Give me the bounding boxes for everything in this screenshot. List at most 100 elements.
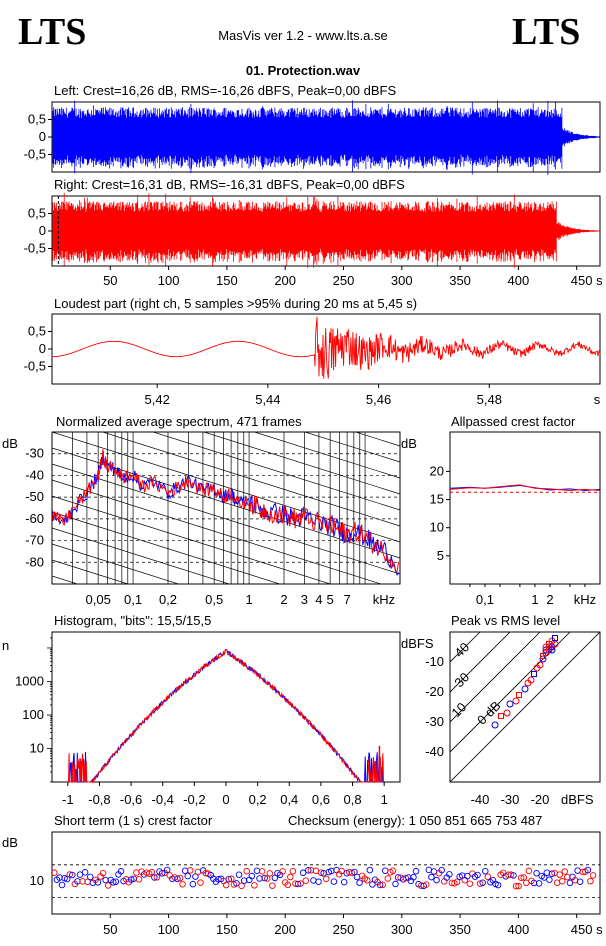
short-term-xtick-label: 300 xyxy=(391,922,413,937)
spectrum-xunit-label: kHz xyxy=(373,592,395,607)
short-term-point xyxy=(517,874,525,882)
spectrum-xtick-label: 0,05 xyxy=(86,592,111,607)
short-term-frame xyxy=(51,831,601,915)
short-term-point xyxy=(243,867,250,875)
short-term-point xyxy=(158,870,166,877)
short-term-point xyxy=(238,882,245,890)
short-term-point xyxy=(535,880,543,887)
short-term-point xyxy=(474,871,481,879)
short-term-point xyxy=(379,881,386,889)
short-term-title: Short term (1 s) crest factor xyxy=(54,813,213,828)
short-term-point xyxy=(189,880,197,888)
peak-rms-point xyxy=(536,661,544,669)
histogram-xtick-label: 0,4 xyxy=(280,792,298,807)
histogram-title: Histogram, "bits": 15,5/15,5 xyxy=(54,613,211,628)
short-term-point xyxy=(148,868,156,876)
peak-rms-point xyxy=(491,721,499,729)
allpassed-ytick-label: 20 xyxy=(430,463,444,478)
spectrum-ytick-label: -80 xyxy=(25,554,44,569)
peak-rms-title: Peak vs RMS level xyxy=(451,613,560,628)
short-term-xtick-label: 450 s xyxy=(571,922,603,937)
short-term-point xyxy=(461,876,468,884)
short-term-point xyxy=(110,879,117,886)
short-term-point xyxy=(322,875,330,883)
histogram-xtick-label: -0,2 xyxy=(183,792,205,807)
short-term-xtick-label: 100 xyxy=(158,922,180,937)
short-term-point xyxy=(266,870,274,877)
spectrum-xtick-label: 3 xyxy=(301,592,308,607)
short-term-point xyxy=(225,875,233,883)
histogram-ytick-label: 10 xyxy=(30,740,44,755)
short-term-point xyxy=(366,866,374,874)
short-term-point xyxy=(302,877,309,884)
histogram-ytick-label: 1000 xyxy=(15,673,44,688)
spectrum-ytick-label: -40 xyxy=(25,467,44,482)
spectrum-xtick-label: 5 xyxy=(327,592,334,607)
histogram-xtick-label: -0,8 xyxy=(88,792,110,807)
right-ytick-label: -0,5 xyxy=(24,241,46,256)
allpassed-ytick-label: 15 xyxy=(430,492,444,507)
short-term-point xyxy=(510,872,517,879)
peak-rms-point xyxy=(552,635,558,641)
left-ytick-label: 0,5 xyxy=(28,112,46,127)
allpassed-xunit-label: kHz xyxy=(574,592,596,607)
short-term-point xyxy=(179,880,186,888)
spectrum-ytick-label: -70 xyxy=(25,533,44,548)
spectrum-slope-line xyxy=(303,432,400,463)
short-term-point xyxy=(76,871,84,878)
allpassed-right-line xyxy=(449,484,601,492)
short-term-point xyxy=(548,870,556,877)
spectrum-frame xyxy=(51,431,401,585)
short-term-point xyxy=(351,868,358,876)
spectrum-panel: -30 -40 -50 -60 -70 -80 0,05 0,1 0,2 0,5 1 2 3 4 5 7 kHz xyxy=(25,272,401,607)
peak-rms-ylabel: dBFS xyxy=(401,636,434,651)
spectrum-xtick-label: 0,5 xyxy=(205,592,223,607)
loudest-waveform-line xyxy=(52,316,601,379)
short-term-point xyxy=(317,869,325,876)
peak-rms-ytick-label: -20 xyxy=(425,684,444,699)
short-term-point xyxy=(520,874,527,881)
short-term-point xyxy=(287,873,294,881)
spectrum-left-line xyxy=(52,450,400,576)
left-title: Left: Crest=16,26 dB, RMS=-16,26 dBFS, P… xyxy=(54,83,396,98)
loudest-ytick-label: 0 xyxy=(39,341,46,356)
peak-rms-point xyxy=(503,709,511,717)
histogram-xtick-label: 0,8 xyxy=(344,792,362,807)
right-title: Right: Crest=16,31 dB, RMS=-16,31 dBFS, … xyxy=(54,177,405,192)
peak-rms-point xyxy=(516,692,522,698)
spectrum-ytick-label: -30 xyxy=(25,446,44,461)
short-term-point xyxy=(112,878,120,885)
short-term-point xyxy=(556,871,563,878)
loudest-xunit-label: s xyxy=(594,392,601,407)
short-term-xtick-label: 400 xyxy=(508,922,530,937)
short-term-point xyxy=(135,876,143,883)
short-term-point xyxy=(187,867,194,874)
peak-rms-diagonal-line xyxy=(450,632,571,753)
loudest-ytick-label: 0,5 xyxy=(28,324,46,339)
short-term-point xyxy=(453,878,461,886)
short-term-point xyxy=(58,881,66,889)
short-term-point xyxy=(507,871,515,878)
short-term-point xyxy=(330,878,338,885)
spectrum-slope-line xyxy=(202,432,400,495)
allpassed-xtick-label: 1 xyxy=(531,592,538,607)
short-term-xtick-label: 50 xyxy=(103,922,117,937)
spectrum-xtick-label: 0,2 xyxy=(159,592,177,607)
allpassed-title: Allpassed crest factor xyxy=(451,414,576,429)
right-xtick-label: 300 xyxy=(391,273,413,288)
spectrum-slope-line xyxy=(52,511,281,584)
spectrum-slope-line xyxy=(52,272,400,382)
short-term-point xyxy=(433,876,440,884)
short-term-point xyxy=(364,877,371,884)
peak-rms-diagonal-line xyxy=(450,632,481,663)
right-ytick-label: 0 xyxy=(39,223,46,238)
allpassed-ylabel: dB xyxy=(401,436,417,451)
allpassed-frame xyxy=(449,431,601,585)
histogram-frame xyxy=(51,631,401,783)
short-term-point xyxy=(86,873,94,881)
spectrum-xtick-label: 4 xyxy=(315,592,322,607)
spectrum-right-line xyxy=(52,449,400,574)
short-term-point xyxy=(515,882,522,890)
short-term-point xyxy=(428,873,435,881)
